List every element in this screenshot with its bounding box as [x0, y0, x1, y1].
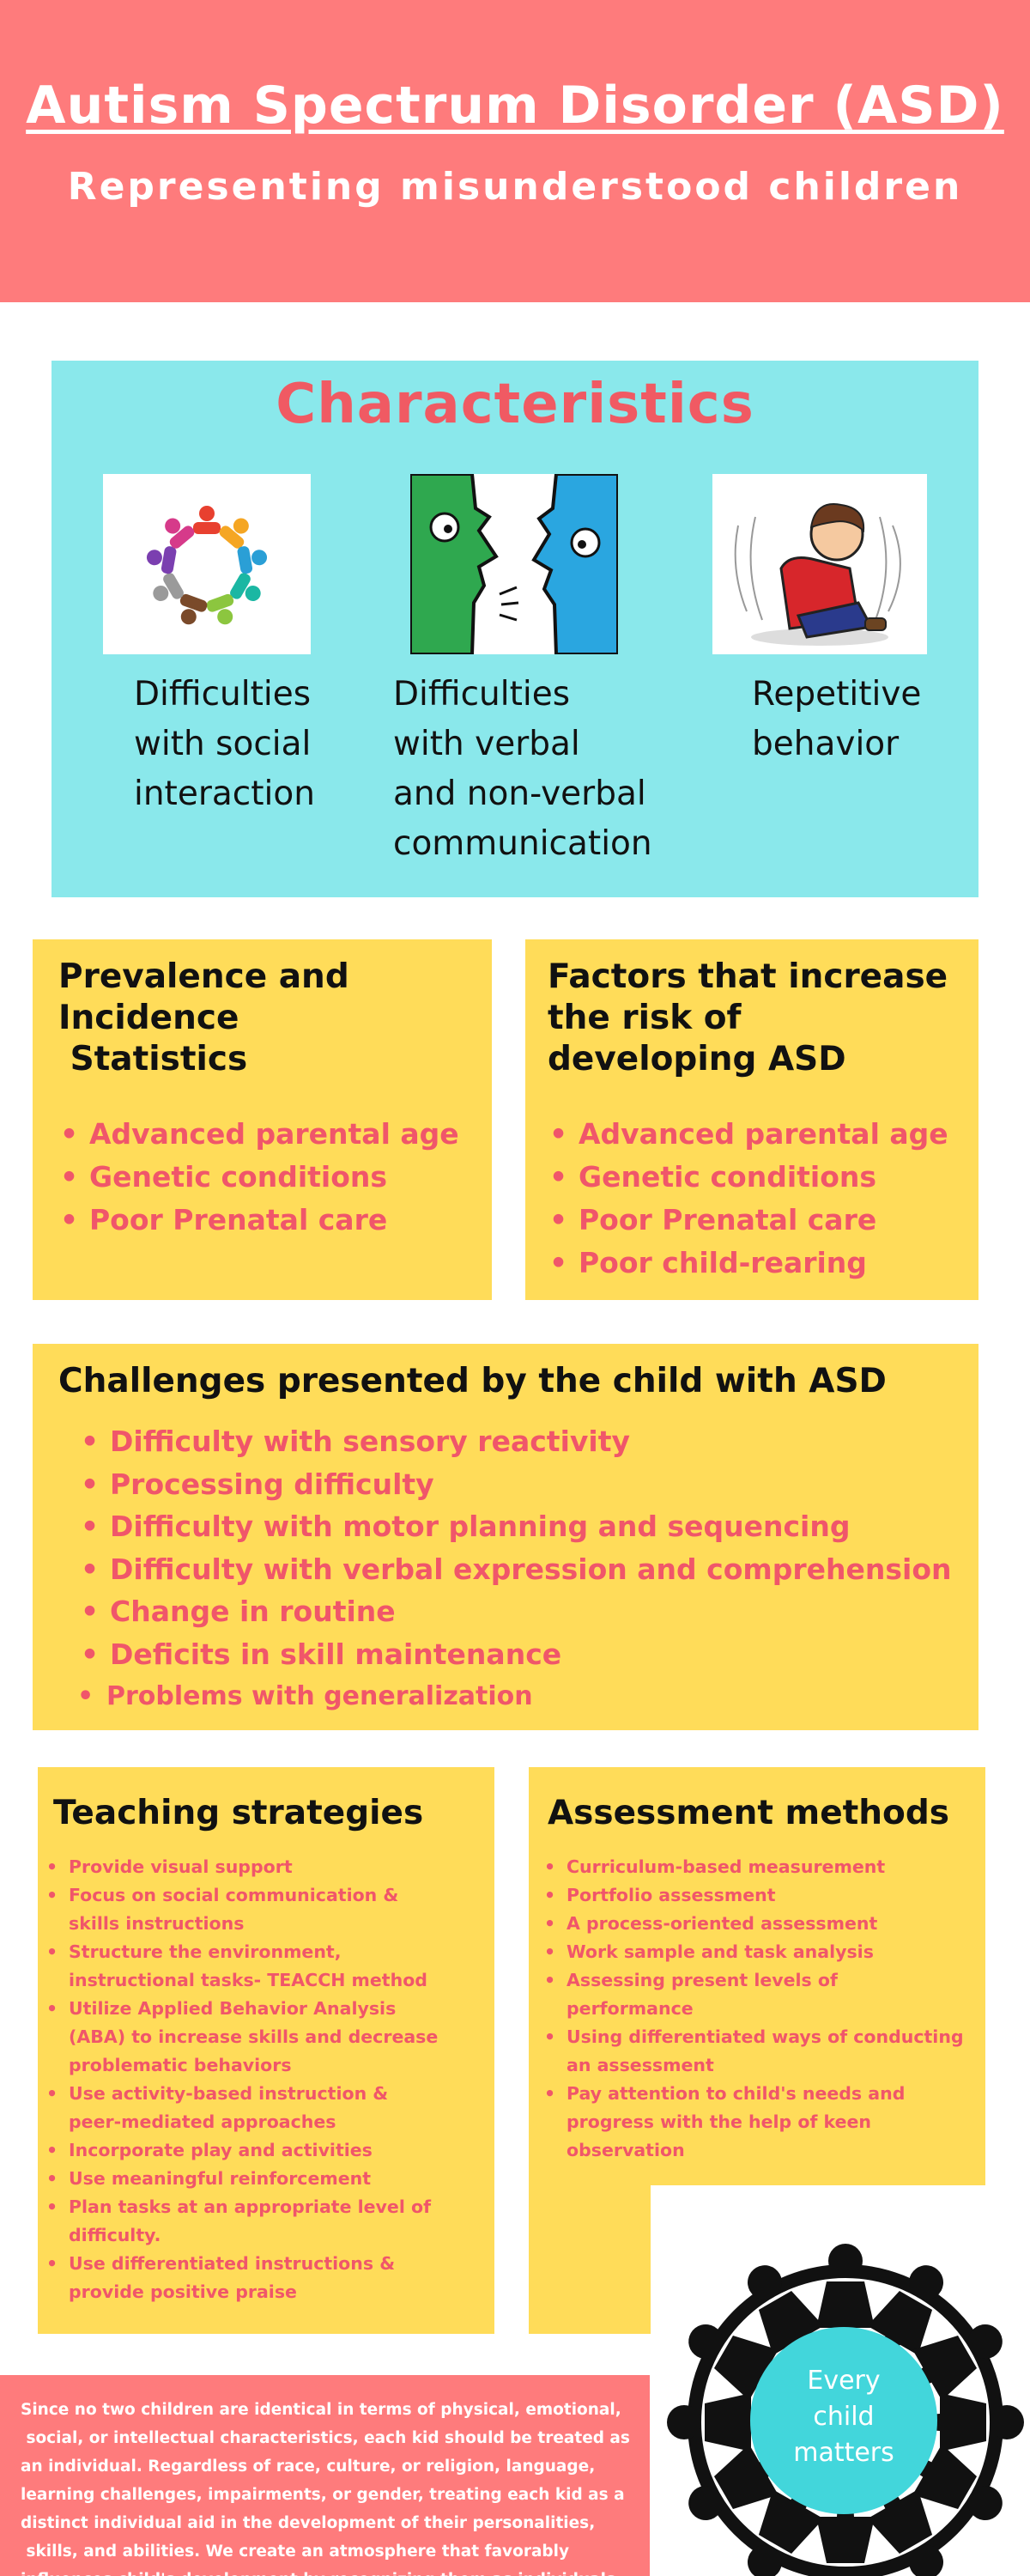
title-line: the risk of — [548, 999, 742, 1037]
title-line: Factors that increase — [548, 957, 948, 996]
list-item: Poor child-rearing — [549, 1242, 948, 1285]
footer-line: Since no two children are identical in t… — [21, 2401, 621, 2419]
list-item: an assessment — [566, 2055, 714, 2075]
list-item: Difficulty with sensory reactivity — [81, 1420, 952, 1463]
list-item: Incorporate play and activities — [46, 2136, 481, 2165]
factors-title: Factors that increase the risk of develo… — [548, 957, 948, 1080]
list-item: Assessing present levels of — [544, 1966, 978, 1995]
list-item: performance — [566, 1998, 694, 2019]
footer-line: influences child's development by recogn… — [21, 2566, 634, 2576]
list-item: Utilize Applied Behavior Analysis — [46, 1995, 481, 2023]
list-item: peer-mediated approaches — [69, 2111, 336, 2132]
list-item: Deficits in skill maintenance — [81, 1633, 952, 1676]
characteristic-line: Repetitive — [752, 675, 922, 714]
assessment-list: Curriculum-based measurementPortfolio as… — [544, 1853, 978, 2165]
list-item: progress with the help of keen — [566, 2111, 871, 2132]
list-item: Genetic conditions — [549, 1156, 948, 1199]
characteristic-social: Difficulties with social interaction — [134, 670, 315, 819]
characteristic-line: Difficulties — [134, 675, 312, 714]
list-item: Use differentiated instructions & — [46, 2250, 481, 2278]
footer-line: skills, and abilities. We create an atmo… — [21, 2543, 570, 2561]
list-item: instructional tasks- TEACCH method — [69, 1970, 427, 1990]
title-line: Incidence — [58, 999, 239, 1037]
title-line: Statistics — [58, 1040, 248, 1078]
badge-line: Every — [807, 2366, 881, 2396]
characteristic-line: with verbal — [393, 725, 580, 763]
list-item: (ABA) to increase skills and decrease — [69, 2026, 439, 2047]
child-rocking-icon — [712, 474, 927, 654]
teaching-list: Provide visual supportFocus on social co… — [46, 1853, 481, 2306]
list-item: Genetic conditions — [60, 1156, 459, 1199]
list-item: Plan tasks at an appropriate level of — [46, 2193, 481, 2221]
list-item: Provide visual support — [46, 1853, 481, 1881]
list-item: Difficulty with verbal expression and co… — [81, 1548, 951, 1591]
people-circle-icon — [103, 474, 311, 654]
footer-line: an individual. Regardless of race, cultu… — [21, 2458, 596, 2476]
list-item: Use meaningful reinforcement — [46, 2165, 481, 2193]
characteristic-line: Difficulties — [393, 675, 571, 714]
list-item: Problems with generalization — [77, 1675, 952, 1718]
page-title: Autism Spectrum Disorder (ASD) — [26, 76, 1004, 136]
list-item: Difficulty with motor planning and seque… — [81, 1505, 952, 1548]
list-item: Advanced parental age — [60, 1113, 459, 1156]
characteristic-line: behavior — [752, 725, 900, 763]
factors-list: Advanced parental age Genetic conditions… — [549, 1113, 948, 1285]
characteristic-line: communication — [393, 824, 652, 863]
list-item: Structure the environment, — [46, 1938, 481, 1966]
characteristic-line: interaction — [134, 775, 315, 813]
list-item: Advanced parental age — [549, 1113, 948, 1156]
talking-faces-icon — [410, 474, 618, 654]
title-line: Prevalence and — [58, 957, 349, 996]
badge-line: child — [813, 2402, 875, 2432]
characteristic-line: and non-verbal — [393, 775, 646, 813]
assessment-title: Assessment methods — [548, 1794, 949, 1832]
badge-line: matters — [793, 2438, 894, 2468]
characteristic-communication: Difficulties with verbal and non-verbal … — [393, 670, 652, 869]
footer-paragraph: Since no two children are identical in t… — [21, 2396, 634, 2576]
list-item: Change in routine — [81, 1590, 952, 1633]
list-item: A process-oriented assessment — [544, 1910, 978, 1938]
list-item: difficulty. — [69, 2225, 161, 2245]
characteristic-line: with social — [134, 725, 312, 763]
list-item: observation — [566, 2140, 685, 2160]
list-item: Processing difficulty — [81, 1463, 952, 1506]
list-item: provide positive praise — [69, 2281, 297, 2302]
list-item: Curriculum-based measurement — [544, 1853, 978, 1881]
list-item: Focus on social communication & — [46, 1881, 481, 1910]
list-item: problematic behaviors — [69, 2055, 292, 2075]
every-child-matters-badge: Every child matters — [750, 2327, 937, 2514]
header-banner — [0, 0, 1030, 302]
title-line: developing ASD — [548, 1040, 846, 1078]
list-item: Using differentiated ways of conducting — [544, 2023, 978, 2051]
characteristics-heading: Characteristics — [276, 373, 754, 436]
prevalence-title: Prevalence and Incidence Statistics — [58, 957, 349, 1080]
teaching-title: Teaching strategies — [53, 1794, 424, 1832]
footer-panel — [0, 2375, 650, 2576]
footer-line: distinct individual aid in the developme… — [21, 2514, 596, 2532]
list-item: Poor Prenatal care — [549, 1199, 948, 1242]
prevalence-list: Advanced parental age Genetic conditions… — [60, 1113, 459, 1242]
list-item: Portfolio assessment — [544, 1881, 978, 1910]
footer-line: learning challenges, impairments, or gen… — [21, 2486, 625, 2504]
list-item: Work sample and task analysis — [544, 1938, 978, 1966]
list-item: Pay attention to child's needs and — [544, 2080, 978, 2108]
page-subtitle: Representing misunderstood children — [67, 165, 963, 209]
list-item: Poor Prenatal care — [60, 1199, 459, 1242]
footer-line: social, or intellectual characteristics,… — [21, 2429, 630, 2447]
list-item: Use activity-based instruction & — [46, 2080, 481, 2108]
challenges-list: Difficulty with sensory reactivity Proce… — [77, 1420, 952, 1718]
characteristic-repetitive: Repetitive behavior — [752, 670, 921, 769]
challenges-title: Challenges presented by the child with A… — [58, 1362, 887, 1400]
list-item: skills instructions — [69, 1913, 245, 1934]
